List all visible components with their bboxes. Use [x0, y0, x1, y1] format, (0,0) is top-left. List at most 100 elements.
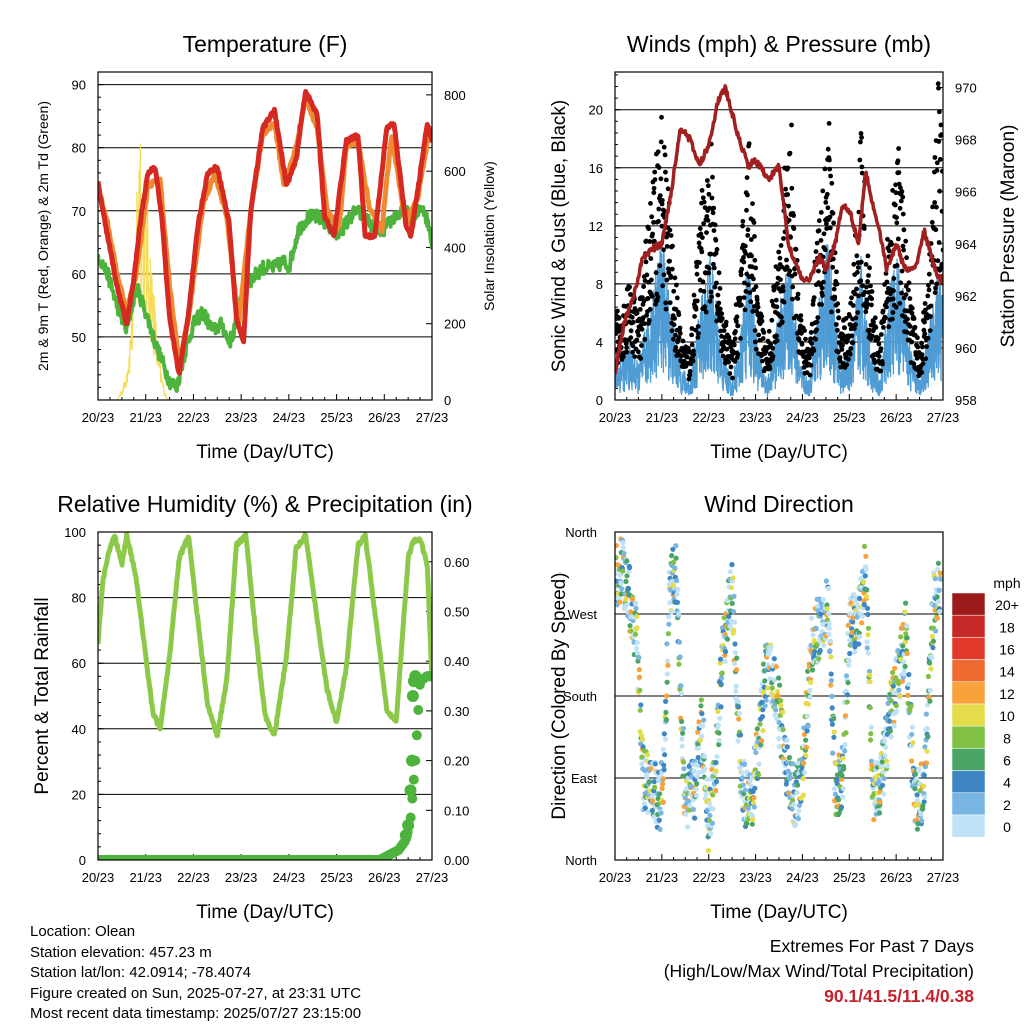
direction-point — [649, 807, 655, 814]
gust-point — [660, 283, 666, 289]
legend-label: 18 — [999, 619, 1015, 635]
direction-point — [677, 654, 683, 660]
temperature-title: Temperature (F) — [183, 31, 348, 57]
direction-point — [634, 625, 640, 631]
direction-point — [732, 641, 738, 647]
direction-point — [803, 752, 809, 759]
gust-point — [802, 328, 807, 333]
direction-point — [810, 667, 816, 673]
x-tick-label: 24/23 — [273, 870, 306, 885]
recent-data-text: Most recent data timestamp: 2025/07/27 2… — [30, 1005, 362, 1022]
direction-point — [730, 575, 736, 581]
gust-point — [703, 309, 709, 315]
gust-point — [852, 326, 857, 331]
gust-point — [909, 305, 915, 311]
direction-point — [729, 562, 735, 568]
legend-label: 8 — [1003, 730, 1011, 746]
direction-point — [865, 625, 872, 631]
gust-point — [928, 303, 934, 309]
direction-point — [793, 821, 799, 828]
direction-point — [867, 679, 873, 685]
gust-point — [872, 315, 878, 321]
gust-point — [883, 304, 889, 310]
gust-point — [756, 332, 762, 338]
gust-point — [937, 109, 942, 115]
direction-point — [890, 669, 896, 676]
gust-point — [705, 178, 710, 183]
gust-point — [900, 194, 906, 200]
gust-point — [932, 290, 938, 295]
direction-point — [875, 760, 881, 766]
gust-point — [697, 260, 702, 265]
direction-point — [929, 654, 935, 661]
direction-point — [674, 578, 680, 584]
direction-point — [728, 585, 735, 591]
gust-point — [663, 300, 669, 306]
direction-point — [938, 576, 943, 582]
direction-point — [863, 553, 869, 559]
direction-point — [662, 752, 668, 758]
gust-point — [867, 265, 872, 271]
x-tick-label: 24/23 — [786, 410, 819, 425]
direction-point — [930, 638, 937, 644]
direction-point — [922, 794, 928, 800]
direction-point — [843, 673, 850, 679]
gust-point — [911, 316, 917, 321]
gust-point — [849, 295, 854, 301]
gust-point — [934, 281, 940, 287]
direction-point — [804, 713, 811, 719]
station-info: Location: Olean Station elevation: 457.2… — [30, 922, 361, 1025]
direction-point — [827, 638, 834, 644]
gust-point — [761, 330, 767, 335]
gust-point — [880, 361, 885, 367]
y-tick-label: South — [563, 689, 597, 704]
gust-point — [786, 203, 791, 209]
gust-point — [934, 168, 940, 173]
gust-point — [663, 169, 668, 175]
gust-point — [934, 204, 939, 210]
gust-point — [691, 292, 697, 298]
gust-point — [719, 316, 725, 321]
y2-tick-label: 600 — [444, 164, 466, 179]
gust-point — [723, 319, 729, 325]
direction-point — [826, 620, 832, 627]
direction-point — [912, 786, 918, 792]
x-tick-label: 26/23 — [368, 870, 401, 885]
y-tick-label: 60 — [72, 656, 86, 671]
gust-point — [709, 294, 714, 300]
direction-data — [615, 536, 943, 854]
gust-point — [747, 290, 753, 295]
direction-point — [672, 565, 678, 571]
direction-point — [871, 817, 877, 823]
gust-point — [844, 362, 850, 368]
direction-point — [731, 661, 738, 667]
gust-point — [704, 230, 709, 236]
gust-point — [793, 313, 799, 319]
direction-point — [800, 776, 806, 782]
direction-point — [753, 749, 759, 756]
winds-xlabel: Time (Day/UTC) — [710, 442, 848, 463]
gust-point — [893, 190, 899, 196]
direction-point — [633, 600, 639, 606]
gust-point — [868, 283, 873, 289]
direction-point — [732, 619, 738, 625]
gust-point — [695, 324, 701, 329]
direction-point — [665, 658, 671, 664]
direction-point — [776, 744, 782, 750]
direction-point — [736, 716, 742, 722]
direction-chart: Wind Direction Time (Day/UTC) North East Sou… — [549, 491, 1021, 923]
gust-point — [850, 303, 856, 308]
direction-point — [645, 809, 651, 815]
gust-point — [859, 135, 864, 140]
gust-point — [687, 369, 693, 374]
gust-point — [909, 339, 915, 345]
direction-point — [887, 728, 893, 734]
direction-point — [633, 605, 639, 612]
gust-point — [673, 332, 678, 338]
y2-tick-label: 200 — [444, 317, 466, 332]
direction-point — [909, 758, 915, 764]
direction-point — [786, 754, 793, 761]
y-tick-label: 40 — [72, 722, 86, 737]
direction-point — [679, 743, 685, 749]
